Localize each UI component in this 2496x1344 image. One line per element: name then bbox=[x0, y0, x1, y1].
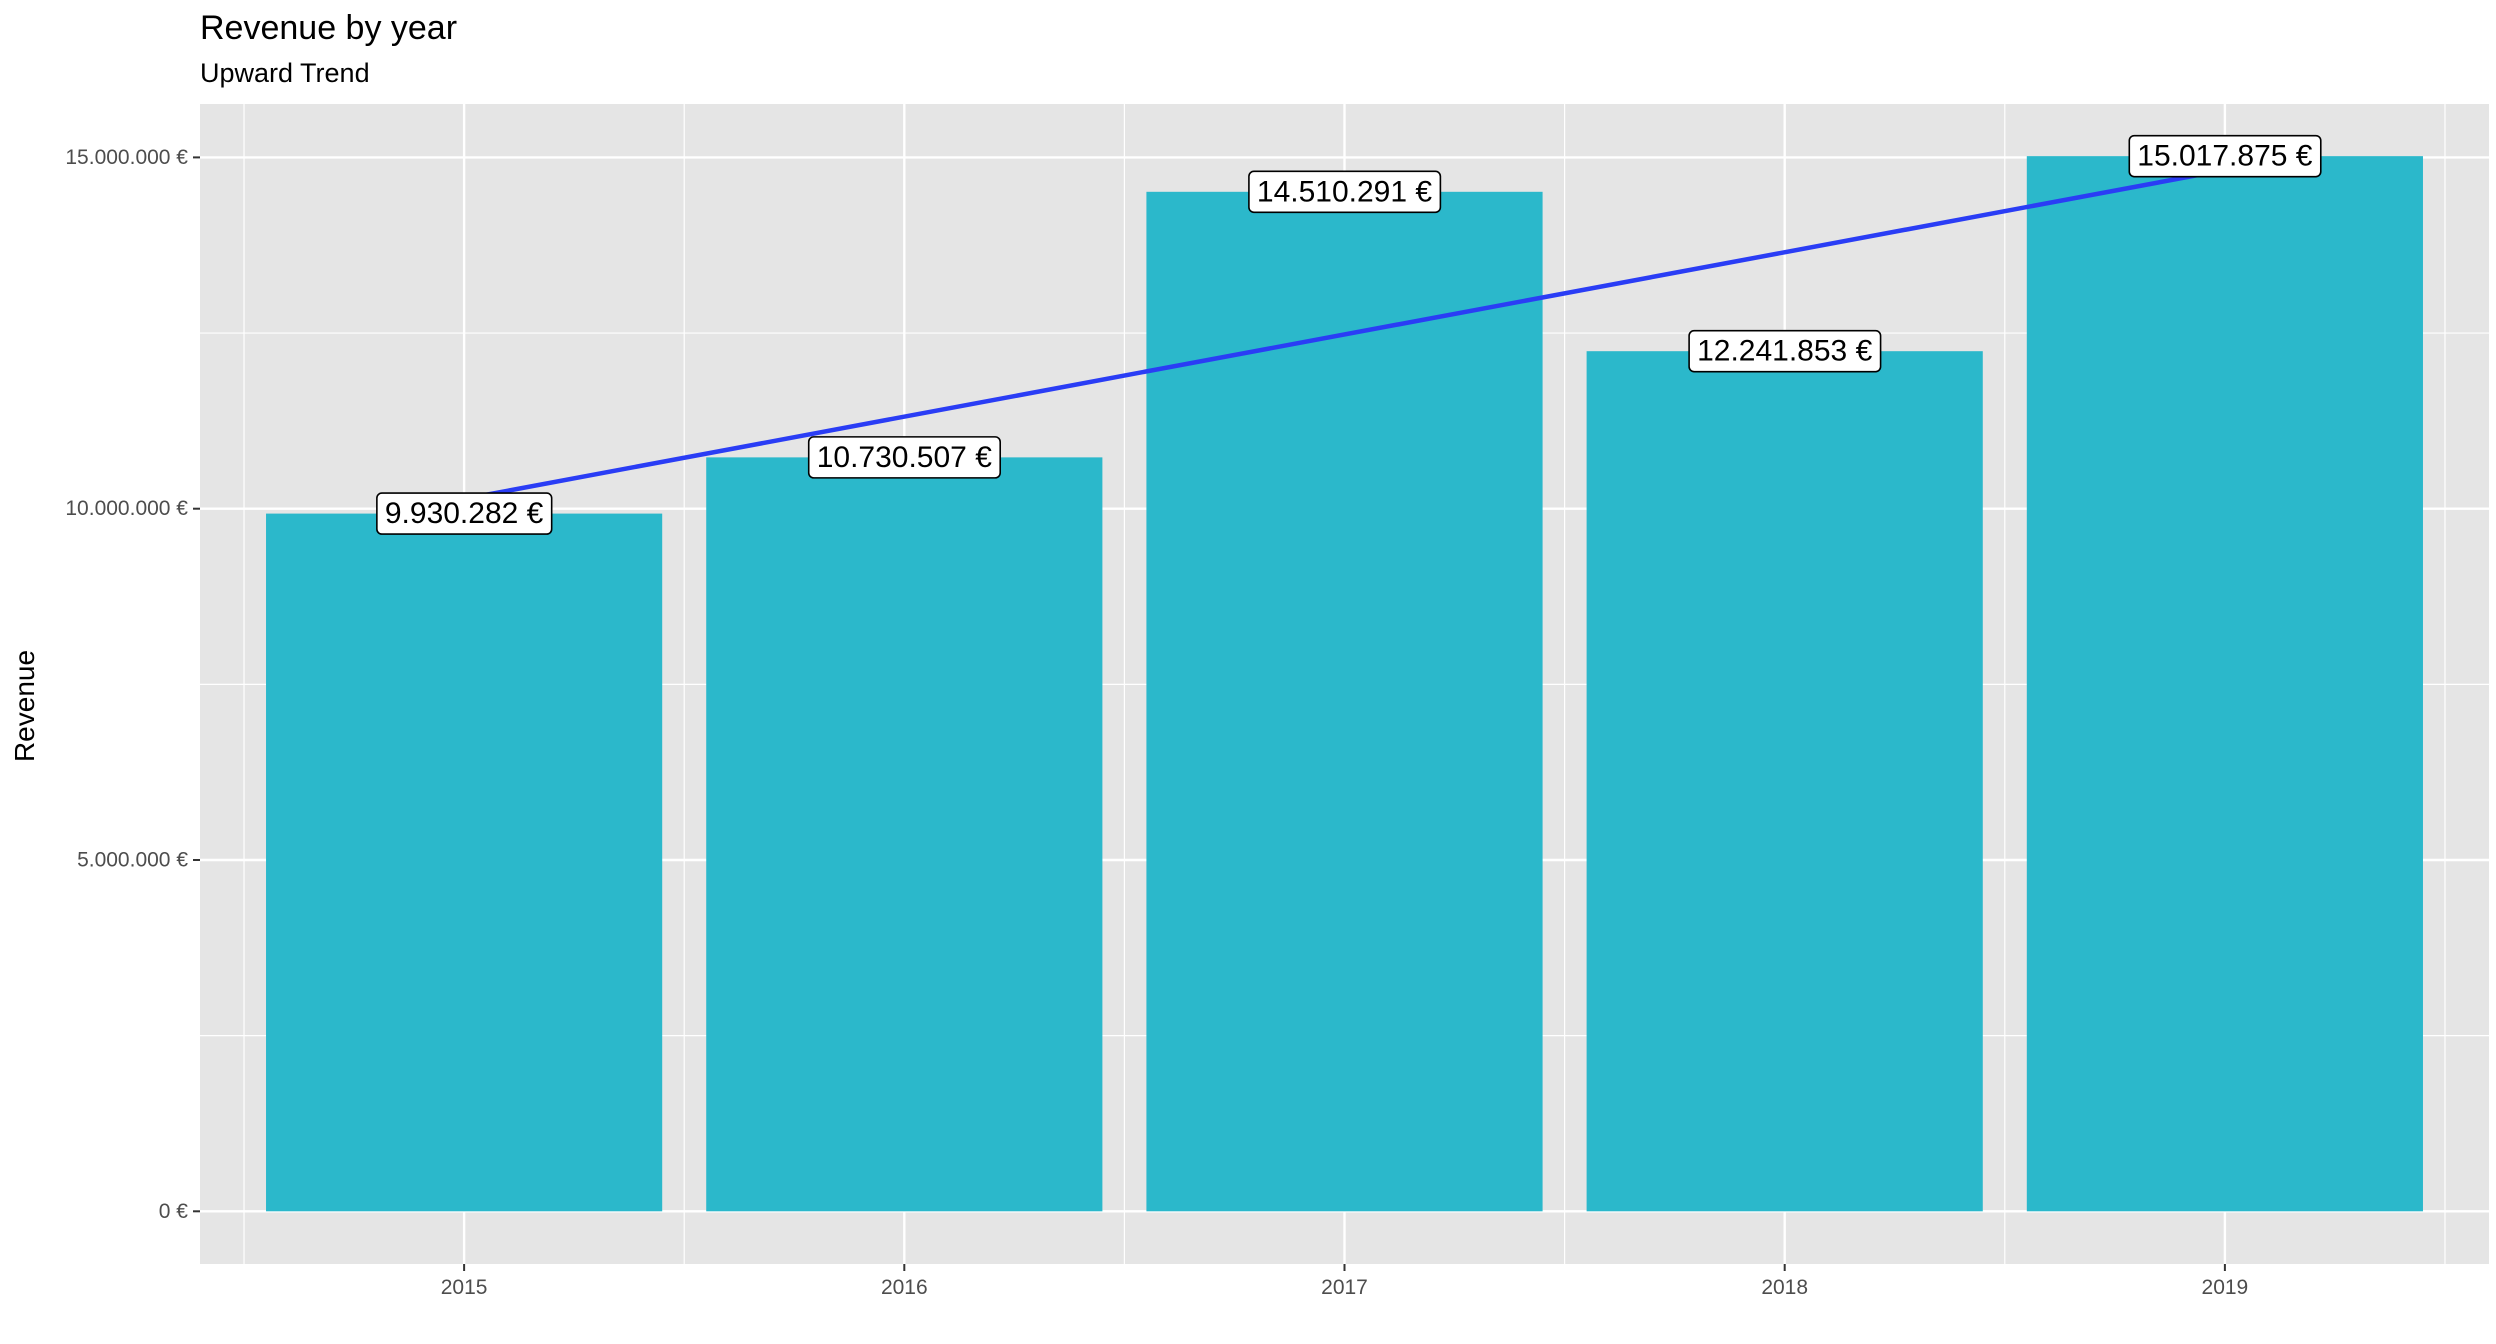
x-tick-label: 2019 bbox=[2202, 1276, 2249, 1299]
data-label-text: 14.510.291 € bbox=[1257, 175, 1432, 208]
x-tick-label: 2018 bbox=[1761, 1276, 1808, 1299]
bar-2018 bbox=[1586, 351, 1983, 1212]
bars bbox=[266, 156, 2423, 1212]
bar-2016 bbox=[706, 457, 1103, 1212]
trend-line bbox=[463, 167, 2226, 502]
data-label-box bbox=[376, 492, 553, 535]
x-tick-label: 2016 bbox=[881, 1276, 928, 1299]
data-label-2016: 10.730.507 € bbox=[807, 436, 1002, 479]
chart-title: Revenue by year bbox=[200, 9, 457, 47]
axes: 0 € 5.000.000 € 10.000.000 € 15.000.000 € 20… bbox=[65, 146, 2248, 1299]
data-label-2015: 9.930.282 € bbox=[376, 492, 553, 535]
bar-2017 bbox=[1146, 191, 1543, 1212]
x-tick-label: 2015 bbox=[441, 1276, 488, 1299]
data-label-box bbox=[1688, 329, 1882, 373]
data-label-box bbox=[2128, 134, 2322, 178]
x-tick-label: 2017 bbox=[1321, 1276, 1368, 1299]
data-label-text: 9.930.282 € bbox=[385, 497, 544, 530]
data-label-2019: 15.017.875 € bbox=[2128, 134, 2322, 178]
y-axis-title: Revenue bbox=[9, 650, 40, 762]
data-label-text: 10.730.507 € bbox=[817, 441, 992, 474]
bar-2019 bbox=[2026, 156, 2423, 1212]
data-labels: 9.930.282 € 10.730.507 € 14.510.291 € 12.24… bbox=[376, 134, 2322, 535]
data-label-2017: 14.510.291 € bbox=[1248, 170, 1442, 214]
bar-2015 bbox=[266, 513, 663, 1212]
y-tick-label: 0 € bbox=[159, 1200, 189, 1223]
y-tick-label: 15.000.000 € bbox=[65, 146, 188, 169]
y-tick-label: 10.000.000 € bbox=[65, 497, 188, 520]
data-label-box bbox=[1248, 170, 1442, 214]
data-label-text: 12.241.853 € bbox=[1697, 335, 1872, 368]
data-label-box bbox=[807, 436, 1002, 479]
trend-line-layer bbox=[463, 167, 2226, 502]
y-tick-label: 5.000.000 € bbox=[77, 849, 188, 872]
data-label-text: 15.017.875 € bbox=[2137, 140, 2312, 173]
chart-subtitle: Upward Trend bbox=[200, 58, 370, 88]
data-label-2018: 12.241.853 € bbox=[1688, 329, 1882, 373]
